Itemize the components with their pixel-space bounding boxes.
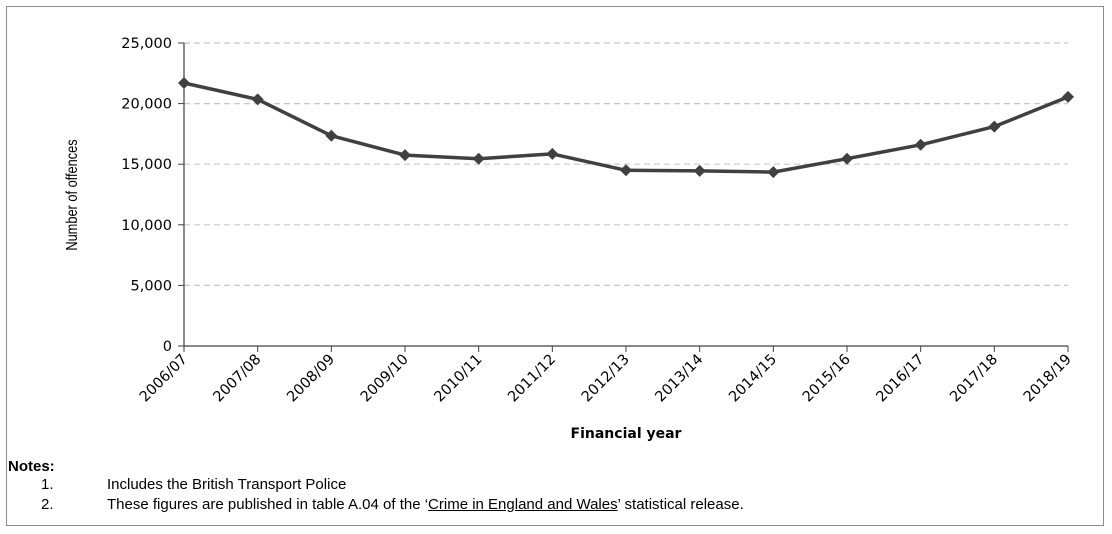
data-point-marker: [399, 149, 411, 162]
y-tick-label: 20,000: [121, 97, 172, 113]
data-point-marker: [988, 120, 1001, 133]
x-tick-label: 2015/16: [800, 352, 854, 406]
notes-section: Notes: 1. Includes the British Transport…: [8, 458, 744, 515]
note-2-text-after: ’ statistical release.: [617, 496, 744, 513]
note-2-number: 2.: [41, 496, 54, 513]
x-tick-label: 2013/14: [653, 352, 707, 406]
y-tick-label: 0: [163, 339, 172, 355]
x-tick-label: 2007/08: [211, 352, 265, 406]
data-point-marker: [472, 152, 485, 165]
data-point-marker: [620, 164, 632, 177]
notes-title: Notes:: [8, 458, 55, 475]
note-1: 1. Includes the British Transport Police: [8, 475, 346, 495]
note-2: 2. These figures are published in table …: [8, 495, 744, 515]
y-tick-label: 15,000: [121, 157, 172, 173]
x-tick-label: 2012/13: [579, 352, 633, 406]
data-point-marker: [546, 147, 559, 160]
x-tick-label: 2008/09: [284, 352, 338, 406]
note-2-text-before: These figures are published in table A.0…: [107, 496, 429, 513]
y-tick-label: 25,000: [121, 36, 172, 52]
note-2-text: These figures are published in table A.0…: [107, 495, 744, 515]
note-1-text: Includes the British Transport Police: [107, 476, 347, 493]
y-axis-title: Number of offences: [64, 139, 82, 250]
series-line: [183, 81, 1069, 174]
x-tick-label: 2010/11: [432, 352, 486, 406]
x-tick-label: 2009/10: [358, 352, 412, 406]
x-axis-title: Financial year: [571, 426, 682, 442]
y-tick-label: 5,000: [130, 278, 172, 294]
crime-in-england-and-wales-link[interactable]: Crime in England and Wales: [428, 496, 618, 513]
data-point-marker: [841, 152, 853, 165]
x-tick-label: 2016/17: [874, 352, 928, 406]
data-point-marker: [693, 164, 706, 177]
data-point-marker: [251, 93, 264, 106]
data-point-marker: [325, 129, 338, 142]
x-tick-label: 2014/15: [726, 352, 780, 406]
data-point-marker: [1062, 90, 1074, 103]
x-tick-label: 2006/07: [137, 352, 191, 406]
x-tick-label: 2017/18: [947, 352, 1001, 406]
data-point-marker: [178, 76, 190, 89]
x-tick-label: 2018/19: [1021, 352, 1075, 406]
y-tick-label: 10,000: [121, 218, 172, 234]
x-tick-label: 2011/12: [505, 352, 559, 406]
data-point-marker: [767, 166, 780, 179]
note-1-number: 1.: [41, 476, 54, 493]
figure-frame: [6, 6, 1104, 526]
data-point-marker: [914, 138, 927, 151]
